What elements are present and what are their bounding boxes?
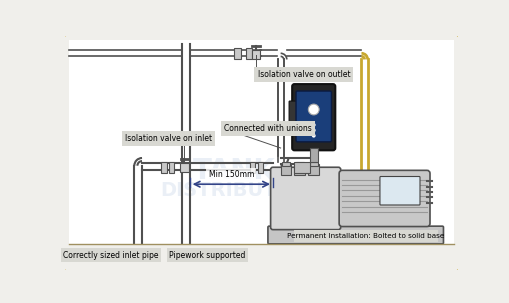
- Text: Min 150mm: Min 150mm: [208, 171, 253, 179]
- Bar: [179, 163, 189, 172]
- Bar: [309, 148, 317, 162]
- Text: DISTRIBUTOR: DISTRIBUTOR: [160, 181, 308, 200]
- Text: Isolation valve on outlet: Isolation valve on outlet: [257, 70, 350, 79]
- Text: Isolation valve on inlet: Isolation valve on inlet: [125, 134, 212, 143]
- Bar: [257, 162, 263, 173]
- FancyBboxPatch shape: [267, 226, 443, 244]
- Text: TANK: TANK: [192, 157, 275, 185]
- Bar: [161, 162, 166, 173]
- FancyBboxPatch shape: [270, 167, 340, 230]
- Circle shape: [308, 104, 319, 115]
- Bar: [249, 162, 254, 173]
- FancyBboxPatch shape: [292, 84, 334, 150]
- Bar: [280, 164, 291, 175]
- Bar: [69, 40, 453, 244]
- Circle shape: [311, 134, 315, 138]
- Bar: [309, 162, 317, 166]
- Bar: [245, 48, 251, 59]
- Circle shape: [311, 123, 315, 127]
- Bar: [251, 50, 259, 59]
- Bar: [234, 48, 240, 59]
- FancyBboxPatch shape: [338, 170, 429, 227]
- Bar: [294, 162, 309, 173]
- Bar: [295, 162, 303, 166]
- Bar: [308, 164, 319, 175]
- Bar: [281, 162, 289, 166]
- Text: Pipework supported: Pipework supported: [169, 251, 245, 260]
- Bar: [168, 162, 174, 173]
- FancyBboxPatch shape: [293, 230, 437, 242]
- Text: Permanent Installation: Bolted to solid base: Permanent Installation: Bolted to solid …: [286, 233, 443, 239]
- Text: Connected with unions: Connected with unions: [224, 124, 312, 133]
- Text: Correctly sized inlet pipe: Correctly sized inlet pipe: [63, 251, 159, 260]
- FancyBboxPatch shape: [289, 101, 296, 122]
- Bar: [69, 244, 453, 266]
- FancyBboxPatch shape: [379, 177, 419, 205]
- FancyBboxPatch shape: [295, 91, 331, 142]
- Circle shape: [311, 128, 315, 132]
- Bar: [294, 164, 305, 175]
